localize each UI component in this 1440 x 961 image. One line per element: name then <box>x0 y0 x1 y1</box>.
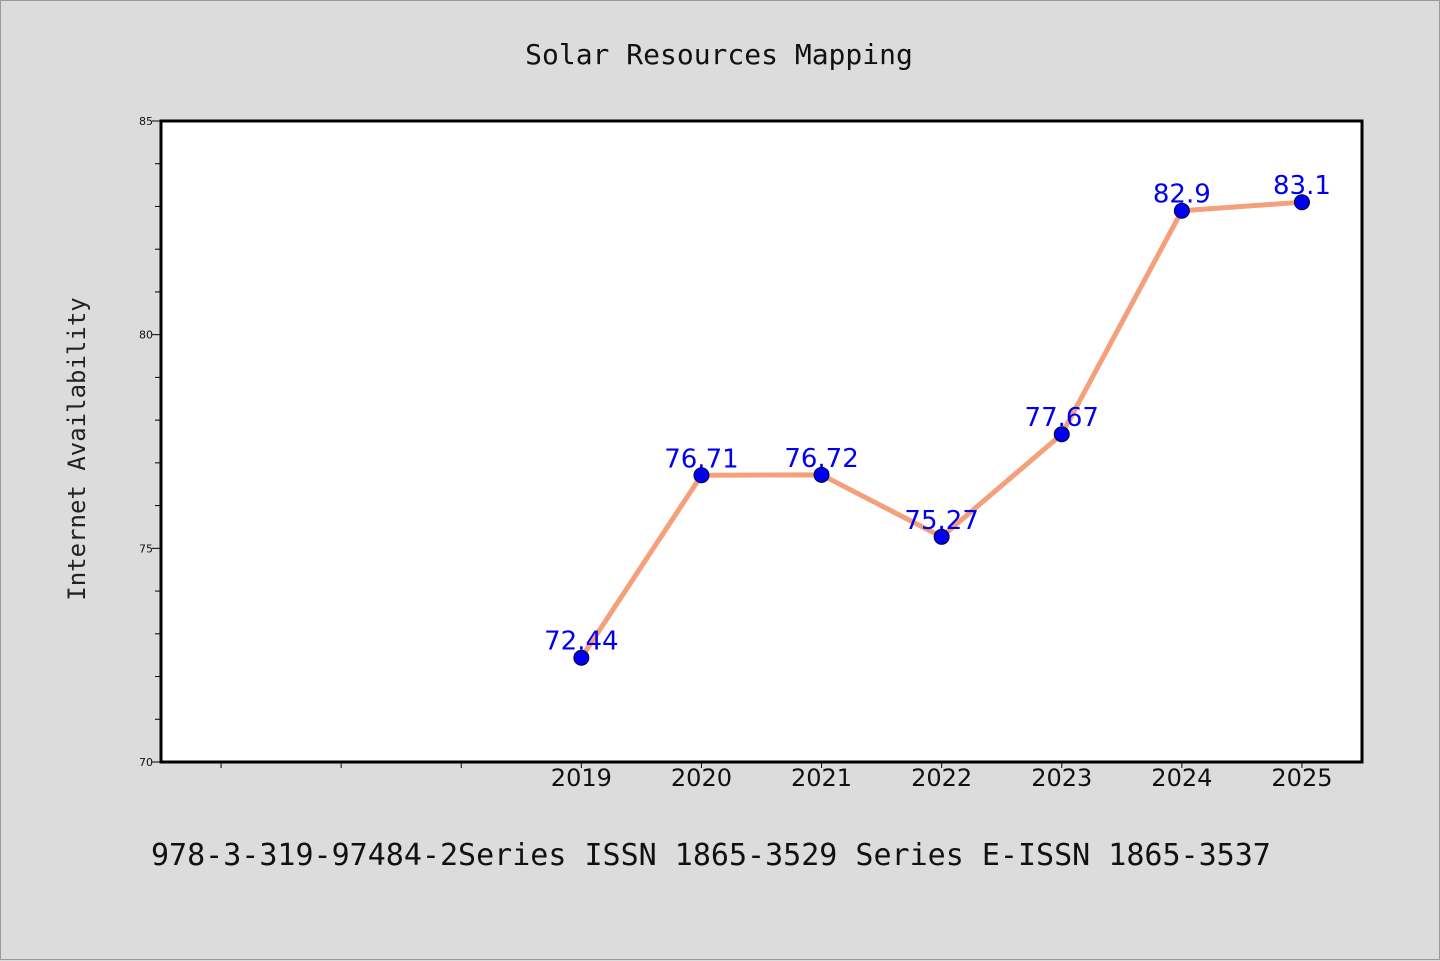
x-tick-label: 2019 <box>551 764 612 792</box>
x-tick-label: 2021 <box>791 764 852 792</box>
y-axis-label: Internet Availability <box>63 297 91 600</box>
data-label: 75.27 <box>904 506 978 536</box>
x-tick-label: 2023 <box>1031 764 1092 792</box>
x-axis: 2019 2020 2021 2022 2023 2024 2025 <box>220 762 1332 792</box>
series-layer: 72.44 76.71 76.72 75.27 77.67 82.9 83.1 <box>544 171 1331 666</box>
x-tick-label: 2024 <box>1151 764 1212 792</box>
x-tick-label: 2020 <box>671 764 732 792</box>
y-tick-label: 70 <box>139 756 153 769</box>
y-axis: 70 75 80 85 <box>139 115 161 769</box>
data-label: 72.44 <box>544 627 618 657</box>
data-label: 76.71 <box>664 444 738 474</box>
data-point <box>1173 202 1190 219</box>
data-label: 76.72 <box>784 444 858 474</box>
data-point <box>813 466 830 483</box>
data-label: 77.67 <box>1025 403 1099 433</box>
y-tick-label: 75 <box>139 542 153 555</box>
data-point <box>573 649 590 666</box>
data-label: 82.9 <box>1153 180 1211 210</box>
data-point <box>1053 426 1070 443</box>
data-point <box>693 467 710 484</box>
plot-area <box>159 119 1364 764</box>
x-tick-label: 2025 <box>1271 764 1332 792</box>
x-tick-label: 2022 <box>911 764 972 792</box>
data-label: 83.1 <box>1273 171 1331 201</box>
data-point <box>1293 194 1310 211</box>
y-tick-label: 80 <box>139 329 153 342</box>
chart-title: Solar Resources Mapping <box>525 38 913 71</box>
data-point <box>933 528 950 545</box>
footer-text: 978-3-319-97484-2Series ISSN 1865-3529 S… <box>151 838 1271 873</box>
y-tick-label: 85 <box>139 115 153 128</box>
